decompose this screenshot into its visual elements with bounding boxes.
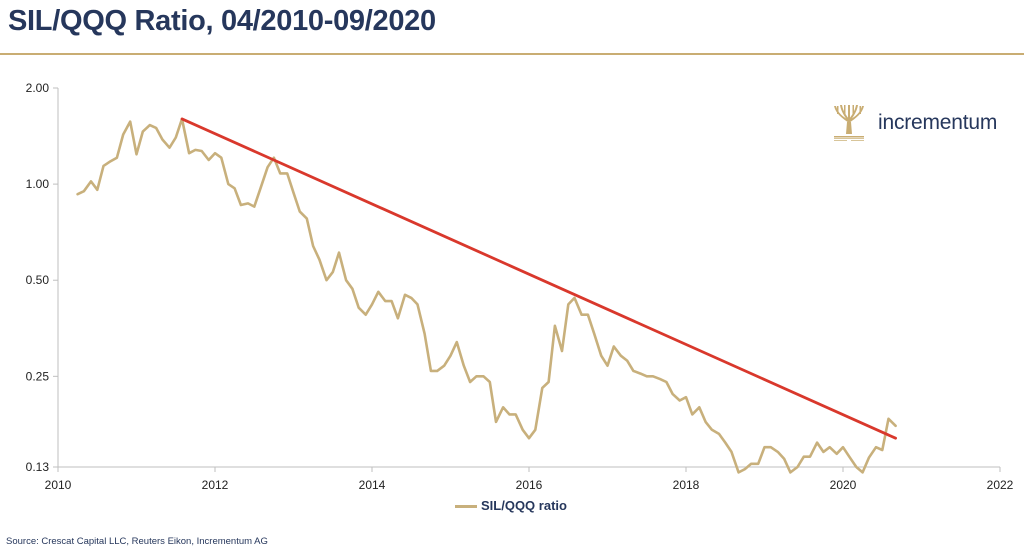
- x-tick-label: 2020: [830, 478, 857, 492]
- x-tick-label: 2022: [987, 478, 1014, 492]
- title-divider: [0, 53, 1024, 55]
- chart-annotations: [180, 117, 897, 440]
- x-tick-label: 2018: [673, 478, 700, 492]
- legend-label-sil-qqq: SIL/QQQ ratio: [481, 498, 567, 513]
- incrementum-logo: incrementum: [832, 104, 1012, 144]
- x-tick-label: 2010: [45, 478, 72, 492]
- page-title: SIL/QQQ Ratio, 04/2010-09/2020: [8, 5, 436, 37]
- logo-wordmark: incrementum: [878, 111, 998, 134]
- x-tick-label: 2016: [516, 478, 543, 492]
- y-tick-label: 0.13: [26, 460, 50, 474]
- chart-series: [76, 117, 897, 474]
- y-tick-label: 1.00: [26, 177, 50, 191]
- legend-swatch-sil-qqq: [455, 505, 477, 508]
- source-note: Source: Crescat Capital LLC, Reuters Eik…: [6, 536, 268, 547]
- chart-axes: [53, 87, 1001, 472]
- x-tick-label: 2012: [202, 478, 229, 492]
- chart-tick-labels: 2010 2012 2014 2016 2018 2020 2022 2.00 1.00 0.50…: [26, 81, 1014, 492]
- trendline: [180, 117, 897, 440]
- y-tick-label: 0.50: [26, 273, 50, 287]
- series-line-sil-qqq: [76, 117, 897, 474]
- sil-qqq-chart: 2010 2012 2014 2016 2018 2020 2022 2.00 1.00 0.50…: [26, 81, 1014, 492]
- y-tick-label: 2.00: [26, 81, 50, 95]
- tree-icon: [834, 105, 864, 141]
- y-tick-label: 0.25: [26, 369, 50, 383]
- x-tick-label: 2014: [359, 478, 386, 492]
